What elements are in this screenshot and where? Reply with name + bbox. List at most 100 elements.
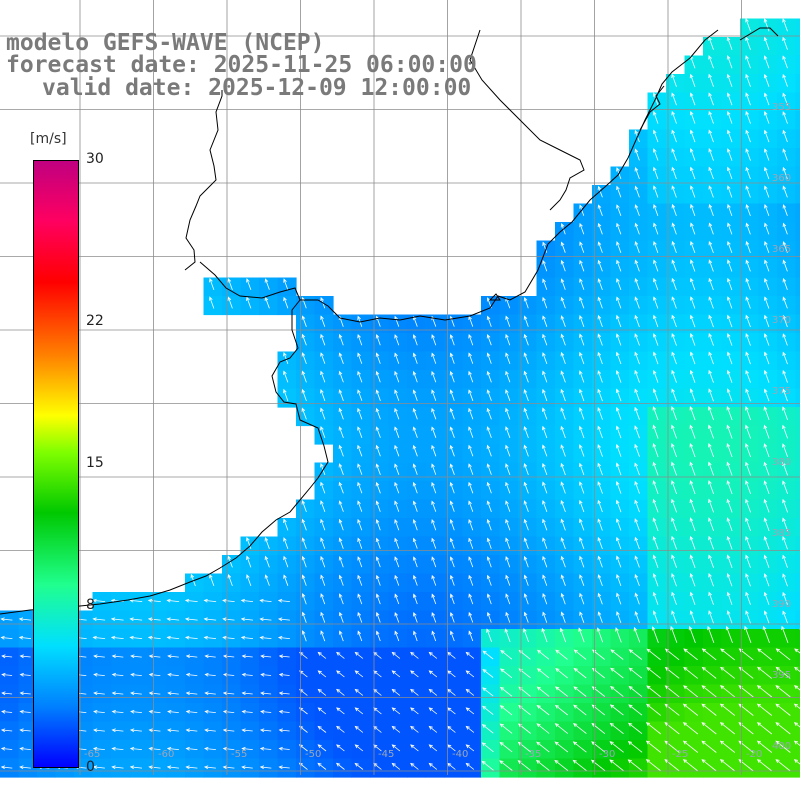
wind-arrow: [782, 314, 788, 328]
wind-arrow: [523, 628, 529, 643]
wind-arrow: [745, 110, 751, 124]
wind-arrow: [671, 610, 677, 624]
wind-arrow: [597, 259, 603, 272]
wind-arrow: [579, 444, 585, 457]
wind-arrow: [671, 573, 677, 587]
wind-arrow: [264, 296, 270, 309]
wind-arrow: [394, 426, 400, 438]
wind-arrow: [597, 481, 603, 494]
wind-arrow: [227, 278, 233, 291]
wind-arrow: [708, 73, 714, 87]
wind-arrow: [775, 722, 791, 735]
wind-arrow: [167, 672, 179, 677]
wind-arrow: [793, 703, 800, 710]
wind-arrow: [450, 630, 455, 642]
wind-arrow: [354, 707, 364, 715]
wind-arrow: [572, 759, 587, 772]
wind-arrow: [259, 728, 272, 733]
wind-arrow: [357, 481, 363, 494]
wind-arrow: [579, 315, 585, 328]
wind-arrow: [129, 728, 142, 733]
wind-arrow: [782, 129, 788, 143]
wind-arrow: [559, 627, 567, 643]
wind-arrow: [449, 556, 455, 568]
wind-arrow: [486, 518, 492, 531]
wind-arrow: [338, 556, 344, 568]
wind-arrow: [762, 625, 770, 644]
wind-arrow: [560, 611, 566, 623]
wind-arrow: [505, 537, 511, 549]
wind-arrow: [634, 241, 640, 254]
wind-arrow: [431, 389, 437, 401]
wind-arrow: [578, 627, 585, 643]
wind-arrow: [338, 630, 344, 642]
wind-arrow: [536, 686, 550, 697]
wind-arrow: [579, 388, 585, 402]
coastline: [0, 27, 779, 615]
wind-arrow: [468, 352, 474, 364]
wind-arrow: [671, 480, 677, 495]
wind-arrow: [357, 556, 363, 568]
wind-arrow: [579, 555, 585, 568]
wind-arrow: [317, 688, 327, 696]
wind-arrow: [222, 765, 235, 770]
wind-arrow: [542, 315, 548, 327]
wind-cell: [795, 296, 800, 316]
wind-arrow: [671, 222, 677, 235]
wind-arrow: [465, 762, 475, 770]
wind-arrow: [690, 240, 696, 254]
wind-arrow: [240, 635, 254, 640]
wind-arrow: [1, 654, 13, 659]
wind-arrow: [354, 688, 364, 696]
wind-arrow: [394, 593, 400, 605]
wind-arrow: [301, 315, 307, 327]
wind-arrow: [111, 691, 124, 696]
wind-arrow: [523, 407, 529, 420]
wind-arrow: [763, 443, 770, 458]
wind-arrow: [357, 537, 363, 549]
wind-arrow: [413, 630, 418, 642]
wind-arrow: [523, 574, 529, 586]
wind-arrow: [727, 240, 733, 254]
wind-arrow: [486, 315, 492, 327]
wind-arrow: [542, 481, 548, 494]
wind-arrow: [690, 148, 696, 161]
wind-arrow: [320, 611, 326, 623]
wind-arrow: [505, 333, 511, 346]
wind-arrow: [708, 591, 714, 605]
wind-arrow: [428, 707, 438, 715]
wind-arrow: [222, 617, 235, 622]
wind-arrow: [579, 574, 585, 586]
wind-arrow: [745, 406, 751, 421]
wind-arrow: [560, 425, 566, 439]
wind-arrow: [486, 334, 492, 346]
wind-arrow: [579, 296, 585, 309]
wind-arrow: [560, 481, 566, 494]
wind-arrow: [542, 352, 548, 365]
wind-arrow: [726, 535, 733, 550]
wind-arrow: [542, 260, 548, 272]
wind-arrow: [376, 630, 381, 642]
wind-arrow: [486, 500, 492, 512]
wind-cell: [795, 647, 800, 667]
wind-arrow: [560, 241, 566, 253]
wind-arrow: [468, 593, 474, 605]
wind-cell: [795, 684, 800, 704]
wind-arrow: [653, 148, 659, 161]
wind-arrow: [763, 498, 770, 513]
wind-arrow: [616, 351, 622, 365]
wind-arrow: [726, 388, 733, 402]
wind-arrow: [394, 370, 400, 383]
wind-arrow: [204, 709, 216, 714]
wind-arrow: [185, 746, 198, 751]
wind-arrow: [394, 556, 400, 568]
wind-arrow: [775, 740, 791, 753]
wind-arrow: [264, 555, 270, 568]
wind-arrow: [682, 722, 699, 735]
wind-arrow: [708, 517, 714, 532]
wind-arrow: [0, 765, 13, 770]
wind-arrow: [410, 707, 419, 715]
grid-label-bottom: -60: [158, 749, 174, 760]
wind-arrow: [394, 444, 400, 457]
wind-arrow: [130, 672, 142, 677]
